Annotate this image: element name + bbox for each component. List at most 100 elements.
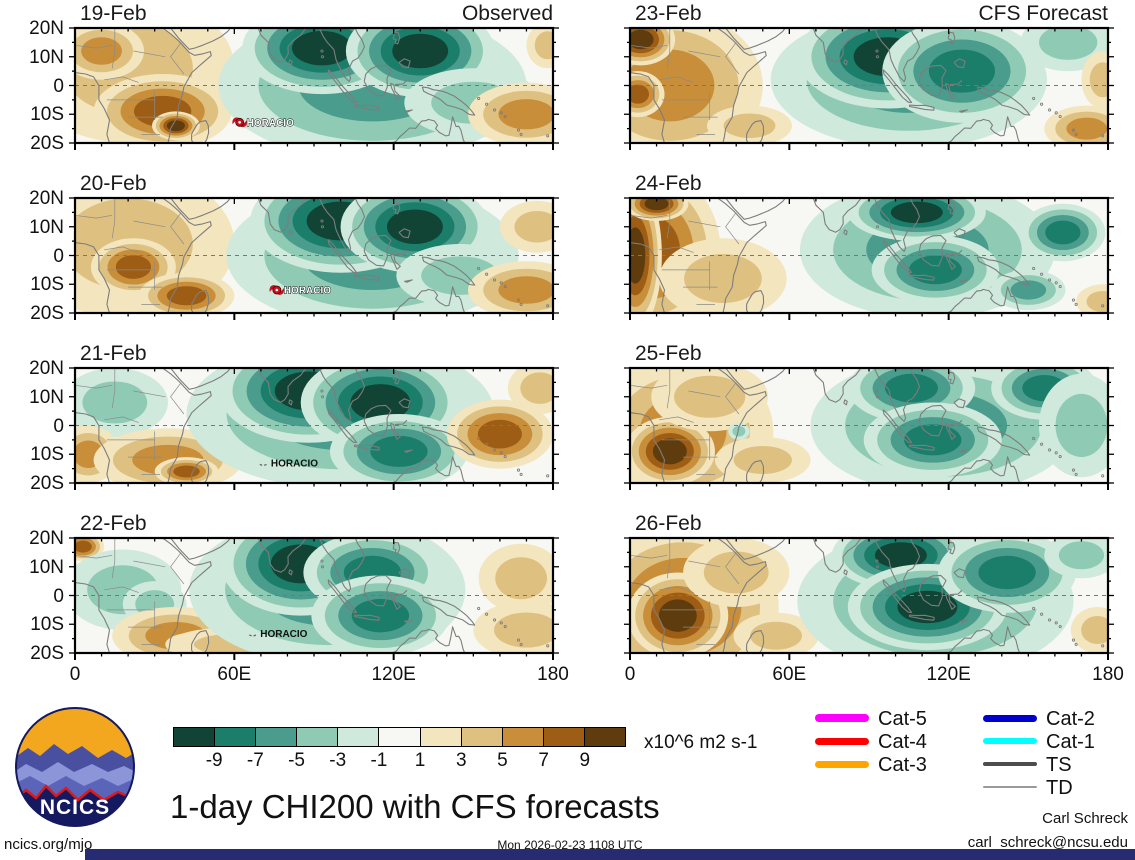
lon-label-0: 0 — [69, 664, 81, 685]
panel-date: 20-Feb — [80, 172, 147, 195]
map-panel-20-Feb: HORACIO — [69, 196, 559, 320]
map-panel-19-Feb: HORACIO — [69, 26, 559, 150]
lat-label-20S: 20S — [30, 473, 64, 494]
bottom-accent-bar — [85, 849, 1135, 860]
colorbar-tick-5: 5 — [497, 750, 508, 771]
figure-title: 1-day CHI200 with CFS forecasts — [170, 788, 660, 825]
colorbar-units: x10^6 m2 s-1 — [644, 732, 758, 753]
lon-label-120E: 120E — [926, 664, 971, 685]
legend-label-TD: TD — [1046, 777, 1073, 799]
lat-label-10N: 10N — [29, 216, 64, 238]
lat-label-20S: 20S — [30, 303, 64, 324]
panel-date: 19-Feb — [80, 2, 147, 25]
legend-label-Cat-3: Cat-3 — [878, 754, 927, 776]
legend-line-Cat-5 — [815, 714, 869, 722]
map-panel-25-Feb — [624, 366, 1114, 490]
colorbar-segment-1 — [214, 728, 256, 746]
colorbar-segment-5 — [378, 728, 420, 746]
lat-label-20N: 20N — [29, 18, 64, 39]
map-panel-26-Feb — [624, 536, 1114, 660]
lat-label-10N: 10N — [29, 556, 64, 578]
lat-label-0: 0 — [53, 585, 64, 607]
lon-label-60E: 60E — [772, 664, 807, 685]
legend-label-Cat-5: Cat-5 — [878, 708, 927, 730]
colorbar-segment-0 — [174, 728, 215, 746]
colorbar-segment-10 — [583, 728, 626, 746]
svg-text:HORACIO: HORACIO — [271, 458, 318, 469]
colorbar-segment-4 — [337, 728, 379, 746]
storm-marker-HORACIO: HORACIO — [269, 285, 332, 297]
colorbar-tick--5: -5 — [288, 750, 305, 771]
colorbar-tick--3: -3 — [329, 750, 347, 771]
svg-text:HORACIO: HORACIO — [260, 629, 307, 640]
colorbar-tick-3: 3 — [455, 750, 467, 771]
lat-label-10N: 10N — [29, 386, 64, 408]
lat-label-0: 0 — [53, 415, 64, 437]
colorbar-segment-9 — [542, 728, 584, 746]
colorbar-segment-8 — [501, 728, 543, 746]
legend-label-Cat-2: Cat-2 — [1046, 708, 1095, 730]
lon-label-0: 0 — [624, 664, 636, 685]
map-panel-21-Feb: HORACIO — [69, 366, 559, 490]
lat-label-10S: 10S — [30, 614, 64, 636]
panel-date: 25-Feb — [635, 342, 702, 365]
lat-label-10N: 10N — [29, 46, 64, 68]
ncics-logo: NCICS — [15, 707, 135, 827]
lon-label-60E: 60E — [217, 664, 252, 685]
map-panel-23-Feb — [624, 26, 1114, 150]
lon-label-180: 180 — [537, 664, 569, 685]
map-panel-24-Feb — [624, 196, 1114, 320]
cfs-forecast-label: CFS Forecast — [978, 2, 1108, 25]
colorbar-segment-6 — [419, 728, 461, 746]
credit-email: carl_schreck@ncsu.edu — [967, 834, 1128, 851]
legend-line-TD — [983, 786, 1037, 788]
lat-label-20S: 20S — [30, 133, 64, 154]
lat-label-10S: 10S — [30, 274, 64, 296]
colorbar-segment-7 — [460, 728, 502, 746]
colorbar-tick--9: -9 — [205, 750, 223, 771]
lat-label-10S: 10S — [30, 104, 64, 126]
panel-date: 26-Feb — [635, 512, 702, 535]
colorbar-tick--7: -7 — [246, 750, 264, 771]
lon-label-180: 180 — [1092, 664, 1124, 685]
colorbar — [173, 727, 626, 747]
lat-label-20N: 20N — [29, 528, 64, 549]
legend-label-TS: TS — [1046, 754, 1072, 776]
timestamp: Mon 2026-02-23 1108 UTC — [497, 838, 643, 852]
colorbar-tick-9: 9 — [579, 750, 591, 771]
legend-line-Cat-4 — [815, 737, 869, 745]
map-panel-22-Feb: HORACIO — [69, 536, 559, 660]
lon-label-120E: 120E — [371, 664, 416, 685]
observed-label: Observed — [461, 2, 553, 25]
panel-date: 23-Feb — [635, 2, 702, 25]
site-url: ncics.org/mjo — [4, 836, 93, 853]
svg-text:HORACIO: HORACIO — [247, 118, 294, 129]
legend-line-Cat-1 — [983, 738, 1037, 744]
storm-marker-HORACIO: HORACIO — [248, 629, 308, 640]
legend-line-Cat-3 — [815, 760, 869, 768]
lat-label-20S: 20S — [30, 643, 64, 664]
colorbar-tick-1: 1 — [414, 750, 426, 771]
lat-label-20N: 20N — [29, 188, 64, 209]
colorbar-tick-7: 7 — [538, 750, 549, 771]
panel-date: 22-Feb — [80, 512, 147, 535]
legend-label-Cat-1: Cat-1 — [1046, 731, 1095, 753]
storm-marker-HORACIO: HORACIO — [259, 458, 318, 469]
colorbar-segment-2 — [255, 728, 297, 746]
colorbar-tick--1: -1 — [370, 750, 388, 771]
legend-line-Cat-2 — [983, 714, 1037, 722]
credit-name: Carl Schreck — [1042, 810, 1128, 827]
legend-line-TS — [983, 762, 1037, 766]
storm-marker-HORACIO: HORACIO — [232, 117, 295, 129]
logo-text: NCICS — [40, 796, 110, 819]
lat-label-10S: 10S — [30, 444, 64, 466]
lat-label-20N: 20N — [29, 358, 64, 379]
colorbar-segment-3 — [296, 728, 338, 746]
legend-label-Cat-4: Cat-4 — [878, 731, 927, 753]
panel-date: 21-Feb — [80, 342, 147, 365]
panel-date: 24-Feb — [635, 172, 702, 195]
svg-text:HORACIO: HORACIO — [284, 286, 331, 297]
lat-label-0: 0 — [53, 245, 64, 267]
lat-label-0: 0 — [53, 75, 64, 97]
